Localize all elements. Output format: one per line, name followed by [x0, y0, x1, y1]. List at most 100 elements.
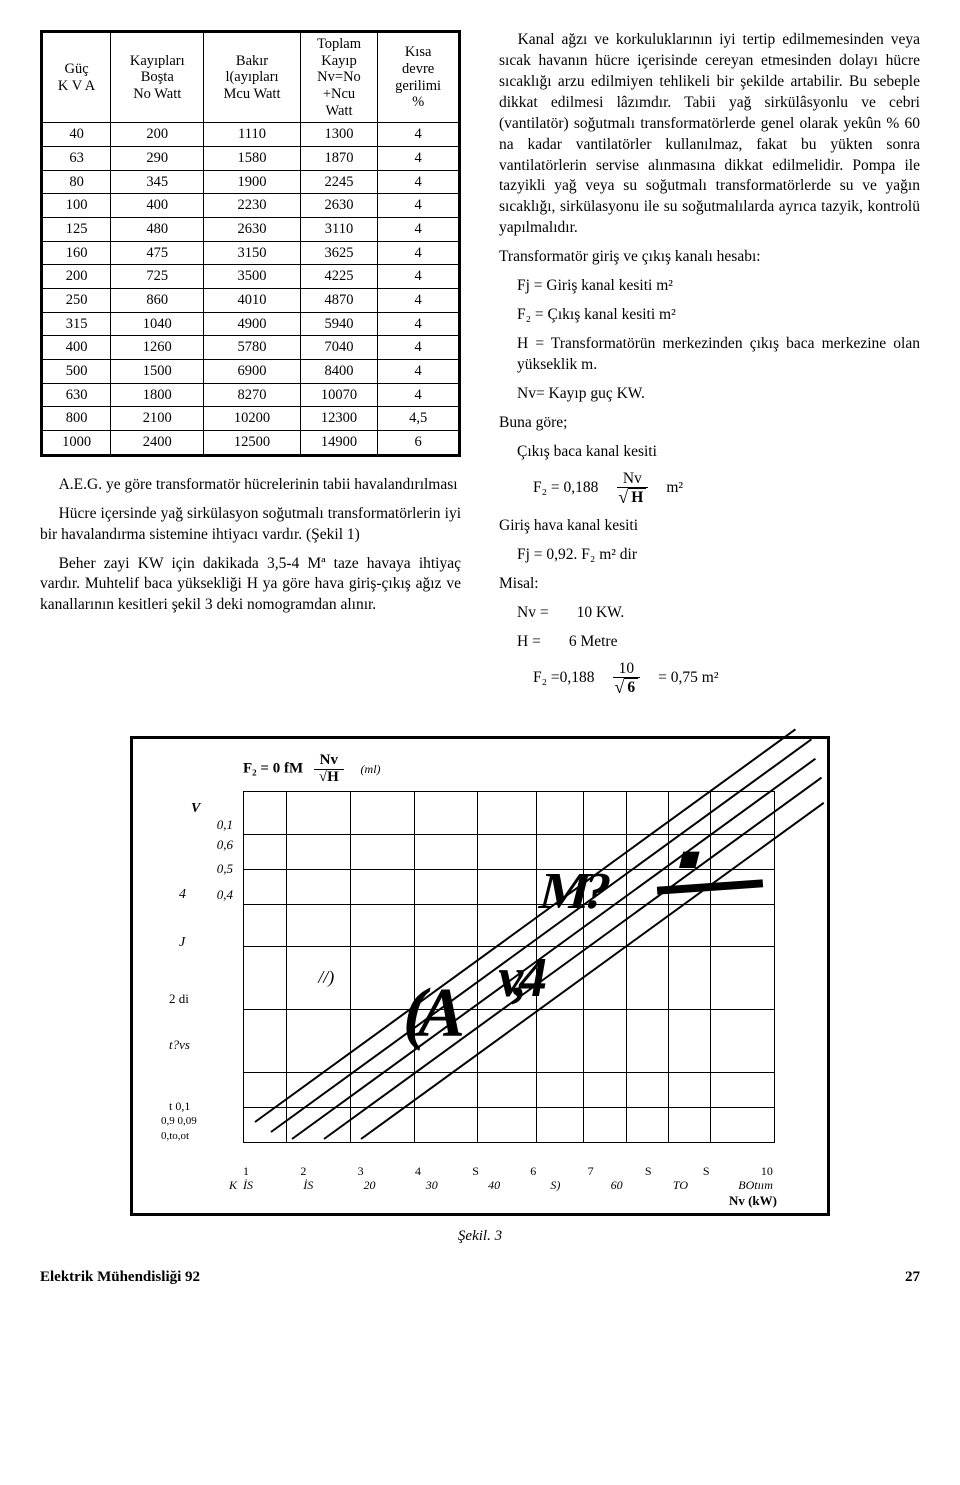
table-cell: 12300 — [300, 407, 378, 431]
table-cell: 80 — [42, 170, 111, 194]
y-t01: t 0,1 — [169, 1099, 190, 1114]
hdr: Kısadevregerilimi% — [395, 44, 441, 110]
table-body: 4020011101300463290158018704803451900224… — [42, 123, 460, 455]
col-header-sc-pct: Kısadevregerilimi% — [378, 32, 460, 123]
table-cell: 4 — [378, 147, 460, 171]
table-cell: 4 — [378, 241, 460, 265]
x-axis-unit: Nv (kW) — [729, 1193, 777, 1209]
table-header: GüçK V A KayıplarıBoştaNo Watt Bakırl(ay… — [42, 32, 460, 123]
table-cell: 400 — [111, 194, 204, 218]
xt: S — [703, 1164, 710, 1179]
table-cell: 125 — [42, 218, 111, 242]
hdr: GüçK V A — [58, 61, 95, 94]
table-cell: 4 — [378, 265, 460, 289]
scan-label-slashes: //) — [318, 967, 334, 988]
table-cell: 5940 — [300, 312, 378, 336]
xb: S) — [550, 1178, 560, 1193]
formula-misal: F₂ =0,188 10 √6 = 0,75 m² — [533, 661, 920, 696]
table-cell: 800 — [42, 407, 111, 431]
table-cell: 200 — [42, 265, 111, 289]
transformer-loss-table: GüçK V A KayıplarıBoştaNo Watt Bakırl(ay… — [40, 30, 461, 457]
table-cell: 5780 — [204, 336, 300, 360]
table-cell: 4 — [378, 170, 460, 194]
fig-formula-lhs: F₂ = 0 fM — [243, 761, 303, 777]
table-cell: 4 — [378, 360, 460, 384]
table-row: 1000240012500149006 — [42, 431, 460, 456]
formula-num: Nv — [617, 471, 648, 488]
table-cell: 630 — [42, 383, 111, 407]
y-letter-4: 4 — [179, 887, 186, 903]
f2-def: F₂ = Çıkış kanal kesiti m² — [517, 305, 920, 326]
table-cell: 475 — [111, 241, 204, 265]
figure-formula: F₂ = 0 fM Nv √H (ml) — [243, 753, 381, 786]
right-paragraph-1: Kanal ağzı ve korkuluklarının iyi tertip… — [499, 30, 920, 239]
y-letter-v: V — [191, 801, 200, 817]
table-cell: 100 — [42, 194, 111, 218]
table-cell: 4 — [378, 312, 460, 336]
xt: 4 — [415, 1164, 421, 1179]
plot-area: (A v,4 M? ■ //) — [243, 791, 775, 1143]
table-cell: 4870 — [300, 289, 378, 313]
xt: 2 — [300, 1164, 306, 1179]
table-cell: 1110 — [204, 123, 300, 147]
col-header-kva: GüçK V A — [42, 32, 111, 123]
table-row: 63018008270100704 — [42, 383, 460, 407]
table-cell: 40 — [42, 123, 111, 147]
table-cell: 2100 — [111, 407, 204, 431]
table-cell: 2400 — [111, 431, 204, 456]
x-ticks-bot: İS İS 20 30 40 S) 60 TO BOtıım — [243, 1178, 773, 1193]
table-cell: 725 — [111, 265, 204, 289]
table-cell: 4 — [378, 336, 460, 360]
footer-journal: Elektrik Mühendisliği 92 — [40, 1269, 200, 1286]
table-cell: 3110 — [300, 218, 378, 242]
table-row: 250860401048704 — [42, 289, 460, 313]
table-row: 800210010200123004,5 — [42, 407, 460, 431]
table-cell: 8270 — [204, 383, 300, 407]
table-cell: 4010 — [204, 289, 300, 313]
table-row: 40200111013004 — [42, 123, 460, 147]
table-row: 63290158018704 — [42, 147, 460, 171]
table-cell: 14900 — [300, 431, 378, 456]
ytick-06: 0,6 — [193, 837, 233, 853]
misal-den: √6 — [609, 678, 645, 696]
page: GüçK V A KayıplarıBoştaNo Watt Bakırl(ay… — [0, 0, 960, 1485]
misal-rhs: = 0,75 m² — [658, 668, 718, 689]
giris-formula: Fj = 0,92. F₂ m² dir — [517, 545, 920, 566]
scan-artifact-blob1: M? — [533, 862, 611, 921]
y-09009: 0,9 0,09 — [161, 1115, 197, 1127]
table-cell: 8400 — [300, 360, 378, 384]
fj-def: Fj = Giriş kanal kesiti m² — [517, 276, 920, 297]
xt: 10 — [761, 1164, 773, 1179]
buna-gore: Buna göre; — [499, 413, 920, 434]
table-row: 125480263031104 — [42, 218, 460, 242]
table-cell: 200 — [111, 123, 204, 147]
ytick-01: 0,1 — [193, 817, 233, 833]
misal-h-l: H = — [517, 632, 541, 653]
xb: TO — [673, 1178, 688, 1193]
xb: 30 — [426, 1178, 438, 1193]
y-0toot: 0,to,ot — [161, 1130, 189, 1142]
table-cell: 345 — [111, 170, 204, 194]
table-cell: 63 — [42, 147, 111, 171]
table-cell: 1580 — [204, 147, 300, 171]
table-cell: 2245 — [300, 170, 378, 194]
h-def: H = Transformatörün merkezinden çıkış ba… — [517, 334, 920, 376]
table-cell: 2630 — [204, 218, 300, 242]
table-row: 100400223026304 — [42, 194, 460, 218]
table-cell: 3625 — [300, 241, 378, 265]
table-cell: 4900 — [204, 312, 300, 336]
table-cell: 315 — [42, 312, 111, 336]
table-cell: 1260 — [111, 336, 204, 360]
xt: 6 — [530, 1164, 536, 1179]
misal-num: 10 — [613, 661, 641, 678]
table-row: 4001260578070404 — [42, 336, 460, 360]
xb: 40 — [488, 1178, 500, 1193]
table-cell: 4 — [378, 383, 460, 407]
ytick-04: 0,4 — [193, 887, 233, 903]
table-row: 200725350042254 — [42, 265, 460, 289]
hdr: ToplamKayıpNv=No+NcuWatt — [317, 36, 361, 119]
col-header-mcu-watt: Bakırl(ayıplarıMcu Watt — [204, 32, 300, 123]
table-cell: 4 — [378, 289, 460, 313]
figure-caption: Şekil. 3 — [40, 1228, 920, 1245]
left-paragraph-2: Beher zayi KW için dakikada 3,5-4 Mª taz… — [40, 554, 461, 617]
